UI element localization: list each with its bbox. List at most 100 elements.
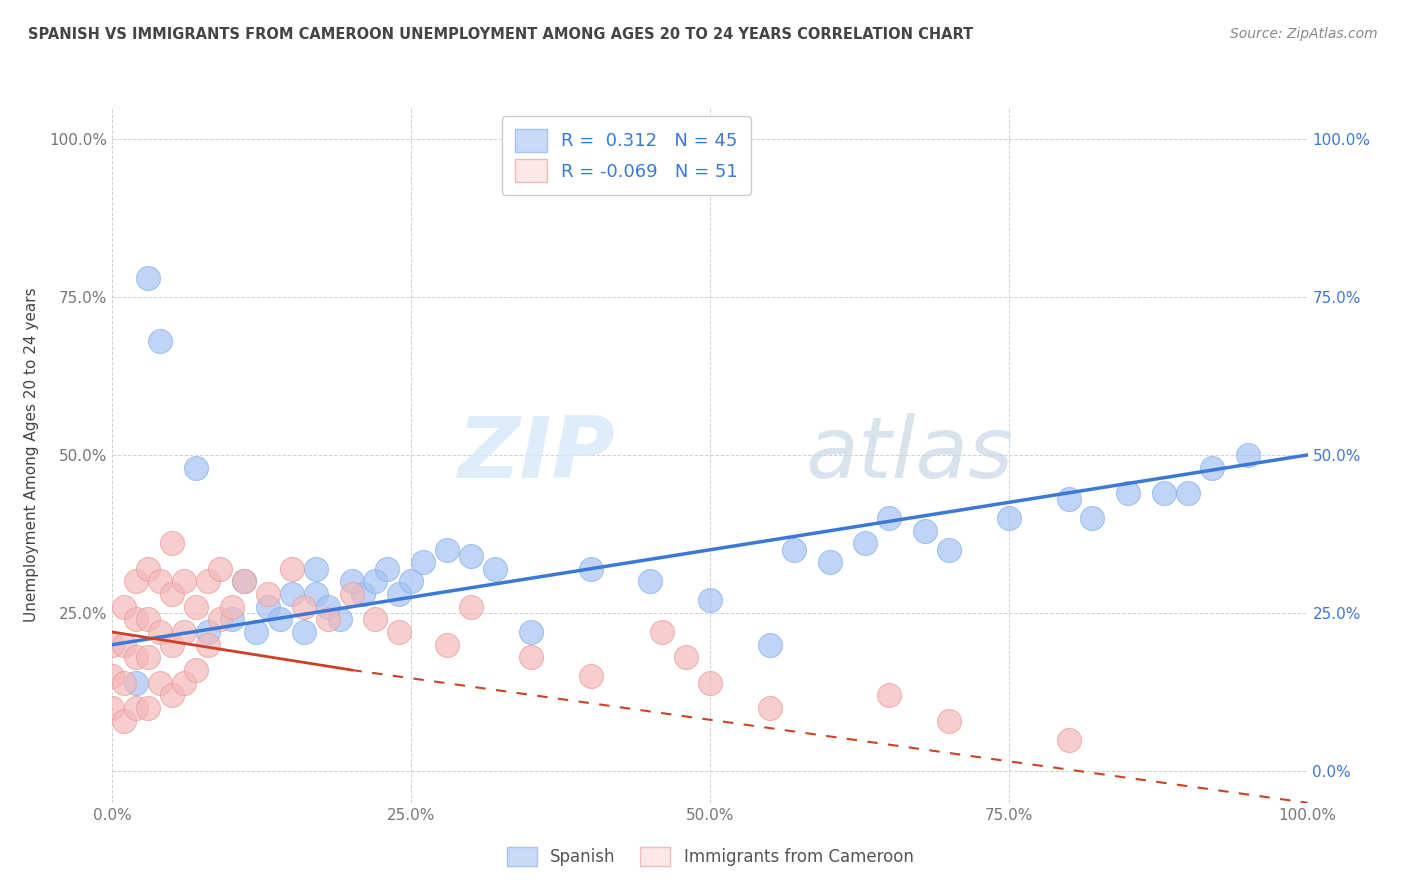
Point <box>938 714 960 728</box>
Point <box>162 688 183 702</box>
Point <box>186 663 208 677</box>
Point <box>877 688 900 702</box>
Point <box>638 574 662 589</box>
Point <box>460 549 482 563</box>
Point <box>699 675 721 690</box>
Point <box>138 270 160 285</box>
Point <box>101 669 124 683</box>
Point <box>1081 511 1104 525</box>
Point <box>149 574 172 589</box>
Point <box>388 587 411 601</box>
Point <box>101 701 124 715</box>
Point <box>782 542 804 557</box>
Point <box>484 562 506 576</box>
Point <box>221 612 243 626</box>
Point <box>292 625 315 640</box>
Point <box>304 562 326 576</box>
Point <box>436 542 458 557</box>
Point <box>138 701 160 715</box>
Point <box>114 638 135 652</box>
Point <box>998 511 1021 525</box>
Text: atlas: atlas <box>806 413 1014 497</box>
Text: ZIP: ZIP <box>457 413 614 497</box>
Point <box>412 556 434 570</box>
Point <box>699 593 721 607</box>
Point <box>651 625 673 640</box>
Point <box>377 562 399 576</box>
Point <box>281 587 304 601</box>
Point <box>281 562 304 576</box>
Point <box>1177 486 1199 500</box>
Point <box>162 638 183 652</box>
Point <box>125 650 148 665</box>
Point <box>853 536 877 550</box>
Point <box>114 714 135 728</box>
Point <box>208 612 231 626</box>
Point <box>114 675 135 690</box>
Point <box>138 650 160 665</box>
Point <box>1153 486 1175 500</box>
Point <box>328 612 352 626</box>
Point <box>352 587 374 601</box>
Text: SPANISH VS IMMIGRANTS FROM CAMEROON UNEMPLOYMENT AMONG AGES 20 TO 24 YEARS CORRE: SPANISH VS IMMIGRANTS FROM CAMEROON UNEM… <box>28 27 973 42</box>
Point <box>304 587 326 601</box>
Point <box>173 574 195 589</box>
Point <box>269 612 291 626</box>
Point <box>257 599 280 614</box>
Text: Source: ZipAtlas.com: Source: ZipAtlas.com <box>1230 27 1378 41</box>
Point <box>162 536 183 550</box>
Point <box>520 625 543 640</box>
Point <box>162 587 183 601</box>
Point <box>1237 448 1260 462</box>
Point <box>938 542 960 557</box>
Point <box>149 675 172 690</box>
Point <box>125 612 148 626</box>
Point <box>579 669 602 683</box>
Point <box>340 574 363 589</box>
Point <box>388 625 411 640</box>
Point <box>316 599 339 614</box>
Point <box>675 650 697 665</box>
Point <box>436 638 458 652</box>
Point <box>245 625 267 640</box>
Point <box>1201 460 1223 475</box>
Point <box>149 334 172 348</box>
Point <box>579 562 602 576</box>
Point <box>460 599 482 614</box>
Point <box>125 574 148 589</box>
Y-axis label: Unemployment Among Ages 20 to 24 years: Unemployment Among Ages 20 to 24 years <box>24 287 38 623</box>
Point <box>197 625 219 640</box>
Point <box>101 638 124 652</box>
Point <box>364 612 387 626</box>
Point <box>340 587 363 601</box>
Point <box>1057 492 1080 507</box>
Point <box>257 587 280 601</box>
Point <box>138 612 160 626</box>
Point <box>197 574 219 589</box>
Point <box>221 599 243 614</box>
Point <box>197 638 219 652</box>
Point <box>292 599 315 614</box>
Point <box>759 638 782 652</box>
Point <box>364 574 387 589</box>
Point <box>401 574 423 589</box>
Point <box>149 625 172 640</box>
Point <box>186 599 208 614</box>
Point <box>186 460 208 475</box>
Point <box>138 562 160 576</box>
Point <box>232 574 256 589</box>
Point <box>520 650 543 665</box>
Point <box>232 574 256 589</box>
Point <box>114 599 135 614</box>
Point <box>125 675 148 690</box>
Point <box>1116 486 1139 500</box>
Point <box>1057 732 1080 747</box>
Point <box>759 701 782 715</box>
Point <box>914 524 936 538</box>
Point <box>316 612 339 626</box>
Point <box>173 675 195 690</box>
Legend: Spanish, Immigrants from Cameroon: Spanish, Immigrants from Cameroon <box>498 838 922 874</box>
Point <box>173 625 195 640</box>
Point <box>125 701 148 715</box>
Point <box>208 562 231 576</box>
